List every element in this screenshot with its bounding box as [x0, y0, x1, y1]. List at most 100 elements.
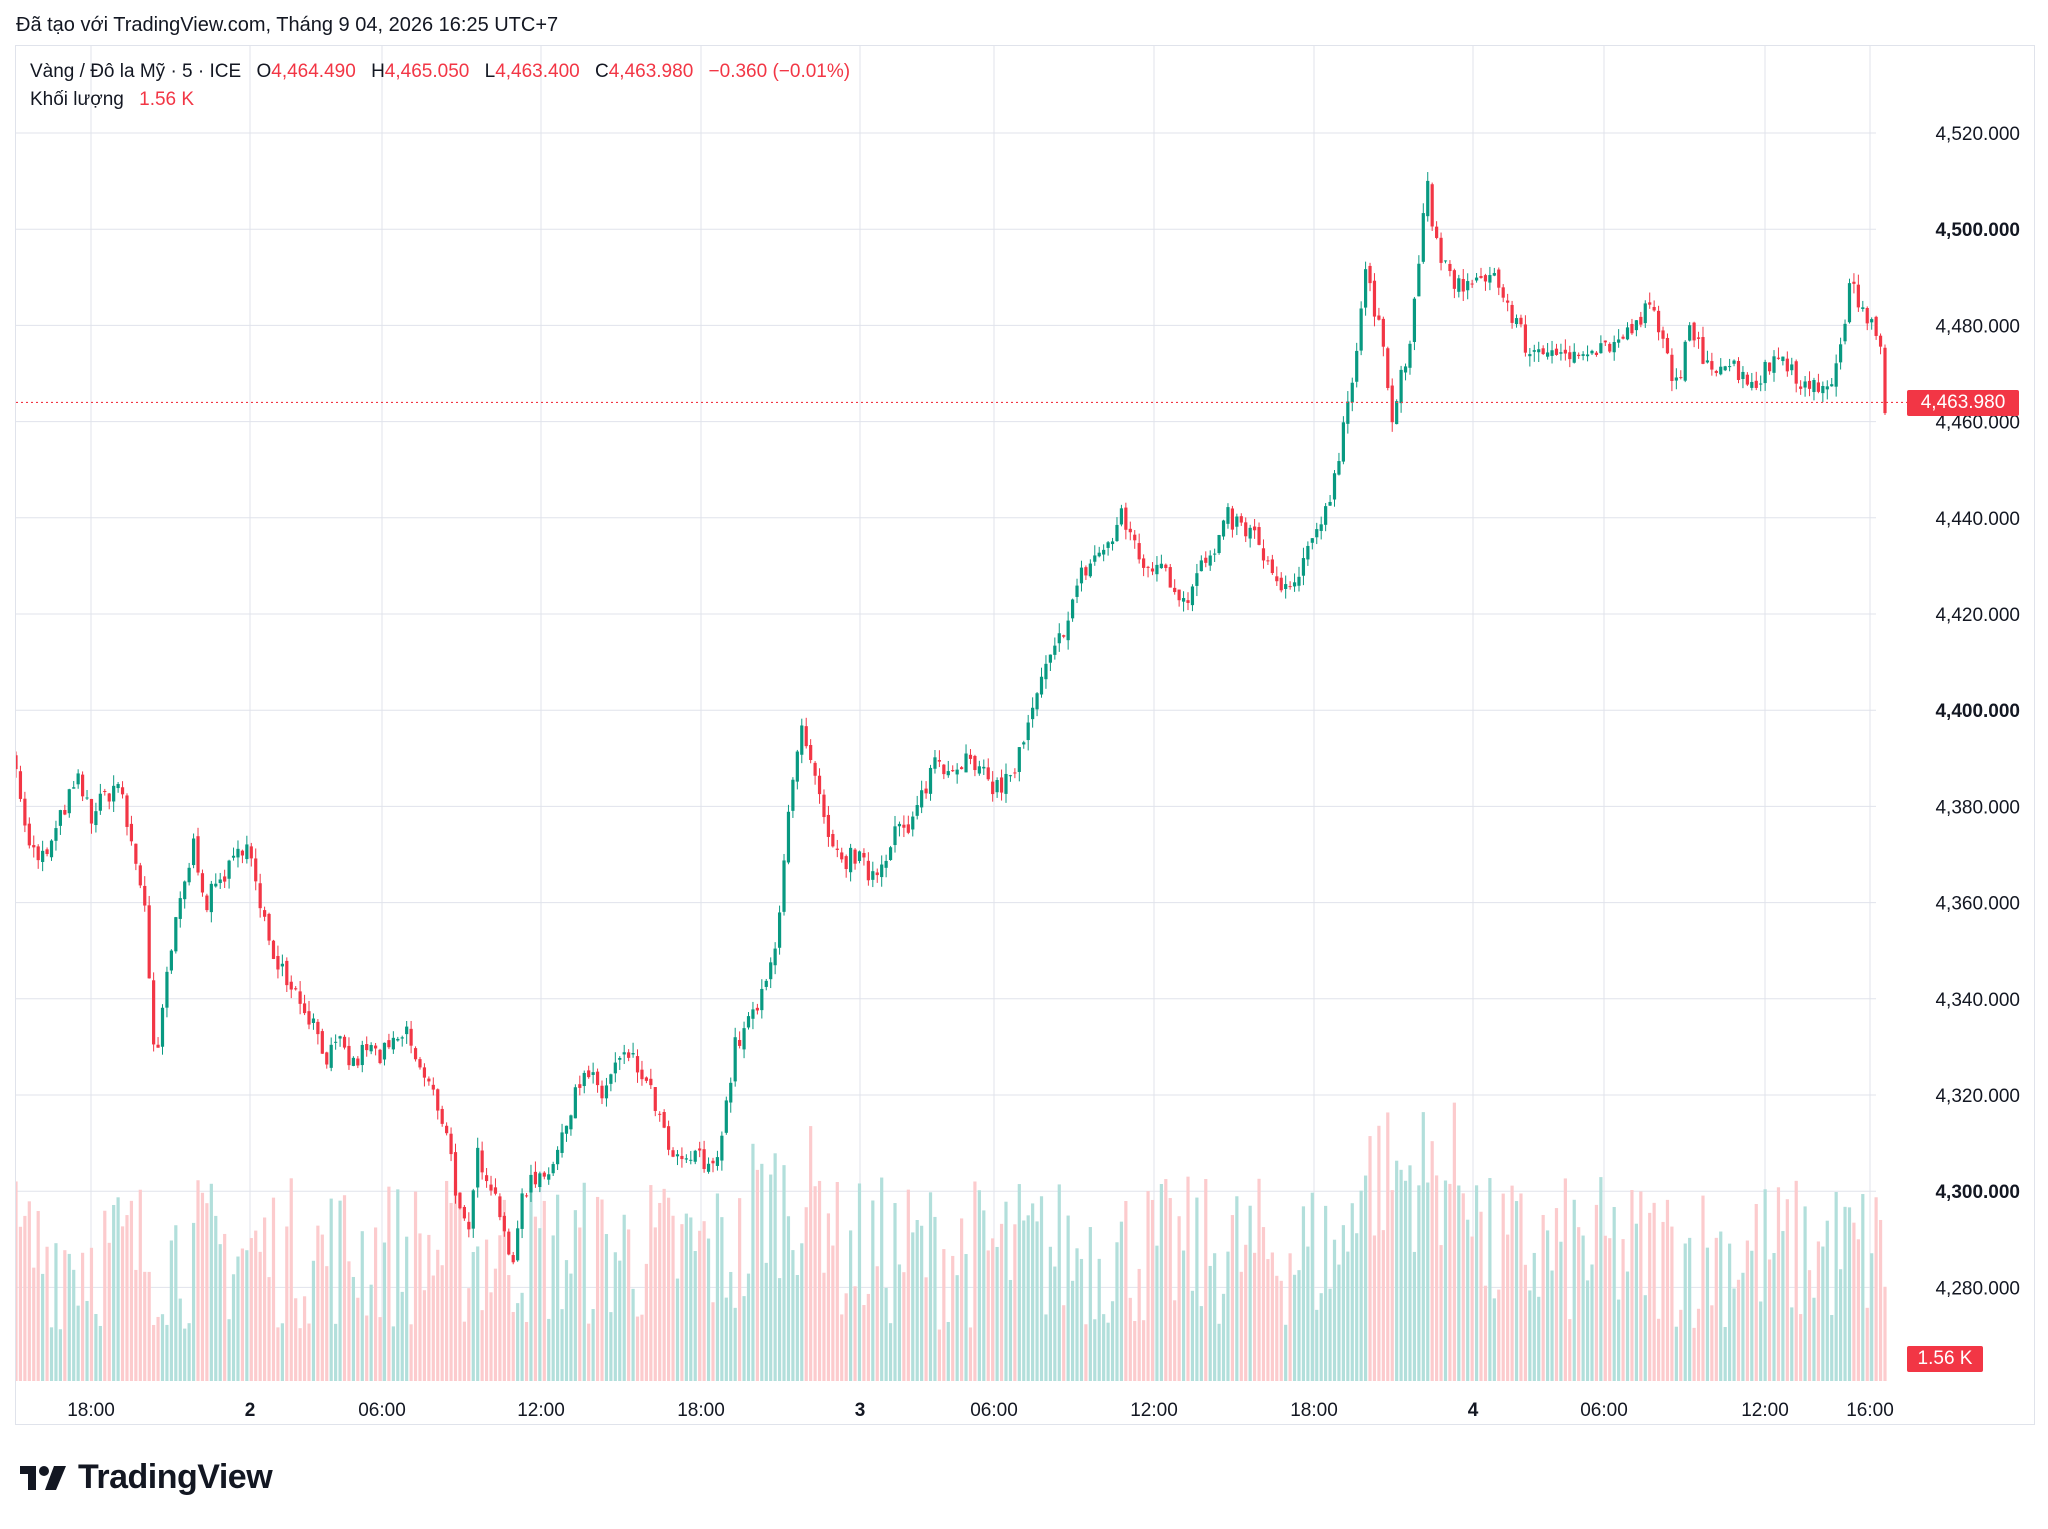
volume-bar — [1381, 1230, 1385, 1381]
volume-bar — [991, 1238, 995, 1381]
x-tick-label: 12:00 — [1130, 1400, 1178, 1421]
volume-bar — [951, 1255, 955, 1381]
candle-body — [764, 980, 768, 987]
volume-bar — [928, 1192, 933, 1381]
candle-body — [538, 1173, 542, 1188]
candle-body — [507, 1231, 511, 1255]
x-tick-label: 18:00 — [677, 1400, 725, 1421]
candle-body — [1692, 322, 1696, 341]
volume-bar — [1315, 1309, 1319, 1381]
volume-bar — [1670, 1226, 1674, 1381]
chart-frame[interactable]: 4,520.000 4,500.000 4,480.000 4,460.000 4,44… — [15, 45, 2035, 1425]
y-tick-label: 4,380.000 — [1935, 797, 2020, 818]
volume-bar — [1856, 1239, 1860, 1381]
volume-bar — [1004, 1201, 1008, 1381]
candle-body — [1723, 366, 1727, 371]
volume-bar — [467, 1288, 471, 1381]
candle-body — [67, 789, 71, 814]
candle-body — [387, 1040, 391, 1048]
volume-bar — [658, 1202, 662, 1381]
candle-body — [1279, 577, 1283, 591]
volume-bar — [680, 1224, 684, 1381]
volume-bar — [205, 1203, 209, 1381]
volume-bar — [1377, 1125, 1381, 1381]
volume-bar — [294, 1298, 298, 1381]
candle-body — [915, 805, 919, 816]
volume-bar — [138, 1189, 142, 1381]
candle-body — [1870, 319, 1874, 323]
volume-bar — [391, 1326, 395, 1381]
symbol-label[interactable]: Vàng / Đô la Mỹ · 5 · ICE — [30, 61, 242, 82]
volume-value: 1.56 K — [139, 89, 195, 110]
volume-bar — [893, 1203, 897, 1381]
candle-body — [1110, 541, 1115, 545]
volume-bar — [862, 1305, 866, 1381]
volume-bar — [1696, 1308, 1701, 1381]
candle-body — [1510, 304, 1514, 323]
candle-body — [1772, 356, 1776, 373]
volume-bar — [631, 1288, 635, 1381]
candle-body — [325, 1052, 329, 1065]
candle-body — [1079, 567, 1084, 584]
volume-bar — [351, 1276, 355, 1381]
candle-body — [1146, 566, 1150, 568]
tradingview-brand[interactable]: TradingView — [18, 1458, 273, 1497]
candle-body — [1403, 366, 1408, 373]
volume-bar — [1563, 1178, 1567, 1381]
candle-body — [1736, 360, 1741, 380]
volume-bar — [1013, 1224, 1017, 1381]
candle-body — [227, 860, 231, 879]
volume-bar — [209, 1183, 213, 1381]
volume-bar — [618, 1260, 622, 1381]
x-tick-label: 4 — [1468, 1400, 1479, 1421]
candle-body — [1656, 310, 1661, 333]
volume-bar — [1878, 1219, 1883, 1381]
volume-bar — [1710, 1305, 1714, 1381]
candle-body — [755, 1007, 759, 1011]
candle-body — [1199, 560, 1203, 572]
volume-bar — [1741, 1272, 1745, 1381]
volume-bar — [94, 1314, 98, 1381]
volume-bar — [267, 1277, 271, 1381]
volume-bar — [942, 1249, 946, 1381]
candle-body — [1696, 337, 1701, 339]
volume-bar — [1435, 1175, 1439, 1381]
volume-bar — [1470, 1236, 1474, 1381]
volume-bar — [564, 1260, 569, 1381]
candle-body — [1208, 555, 1212, 566]
volume-bar — [1754, 1204, 1758, 1381]
volume-bar — [702, 1221, 706, 1381]
candle-body — [1821, 386, 1825, 394]
volume-bar — [542, 1200, 546, 1381]
candle-body — [1204, 557, 1208, 563]
volume-bar — [1115, 1242, 1119, 1381]
candle-body — [573, 1087, 577, 1119]
volume-bar — [1439, 1245, 1443, 1381]
candle-body — [1523, 324, 1528, 353]
candle-body — [263, 910, 267, 917]
volume-bar — [826, 1213, 831, 1381]
volume-bar — [1643, 1295, 1647, 1381]
candle-body — [1150, 568, 1155, 572]
volume-bar — [795, 1274, 799, 1381]
candle-body — [356, 1058, 360, 1066]
volume-bar — [1124, 1200, 1128, 1381]
volume-bar — [897, 1264, 902, 1381]
candle-body — [933, 757, 937, 769]
volume-bar — [871, 1200, 875, 1381]
candle-body — [1164, 564, 1168, 569]
volume-bar — [573, 1210, 577, 1381]
candle-body — [977, 766, 981, 774]
chart-legend: Vàng / Đô la Mỹ · 5 · ICE O4,464.490 H4,… — [30, 58, 850, 114]
volume-bar — [1288, 1253, 1292, 1381]
candle-body — [1492, 273, 1496, 276]
candlestick-chart[interactable]: 4,520.000 4,500.000 4,480.000 4,460.000 4,44… — [16, 46, 2036, 1426]
candle-body — [436, 1089, 440, 1111]
candle-body — [498, 1196, 502, 1218]
candle-body — [1674, 377, 1678, 381]
candle-body — [1830, 384, 1834, 387]
volume-label[interactable]: Khối lượng — [30, 89, 124, 110]
volume-bar — [1661, 1221, 1665, 1381]
candle-body — [489, 1184, 493, 1191]
volume-bar — [760, 1163, 764, 1381]
